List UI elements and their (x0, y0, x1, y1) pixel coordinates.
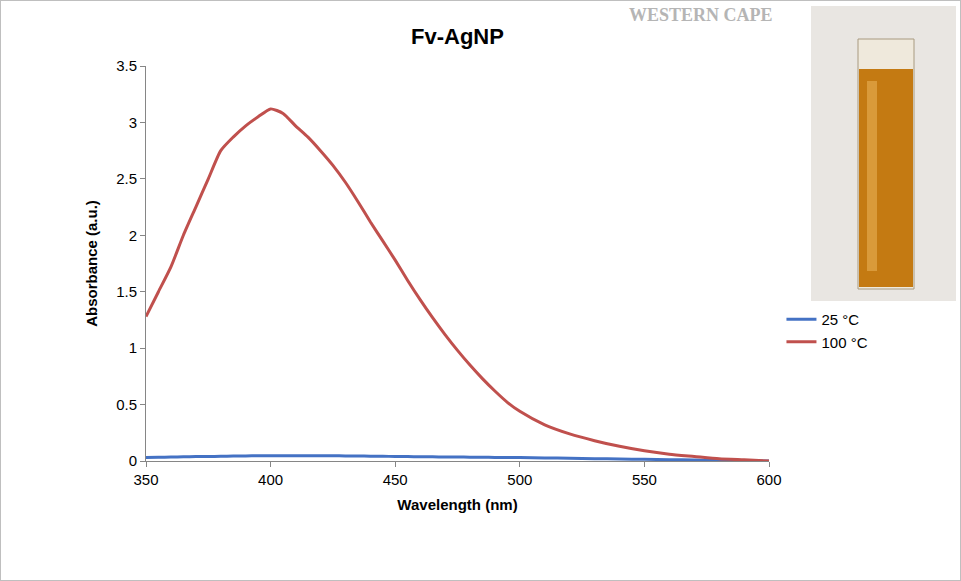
svg-text:0.5: 0.5 (116, 396, 137, 413)
svg-text:550: 550 (632, 471, 657, 488)
svg-text:600: 600 (756, 471, 781, 488)
svg-text:2.5: 2.5 (116, 170, 137, 187)
svg-text:350: 350 (133, 471, 158, 488)
svg-text:1: 1 (129, 339, 137, 356)
svg-text:Absorbance (a.u.): Absorbance (a.u.) (83, 200, 100, 327)
svg-text:450: 450 (383, 471, 408, 488)
svg-text:100 °C: 100 °C (821, 334, 867, 351)
svg-text:Wavelength (nm): Wavelength (nm) (397, 496, 517, 513)
svg-text:2: 2 (129, 227, 137, 244)
svg-text:Fv-AgNP: Fv-AgNP (411, 24, 504, 49)
svg-text:3: 3 (129, 114, 137, 131)
svg-text:500: 500 (507, 471, 532, 488)
svg-text:3.5: 3.5 (116, 57, 137, 74)
svg-text:1.5: 1.5 (116, 283, 137, 300)
svg-text:25 °C: 25 °C (821, 311, 859, 328)
svg-text:WESTERN CAPE: WESTERN CAPE (629, 5, 773, 25)
svg-text:400: 400 (258, 471, 283, 488)
svg-text:0: 0 (129, 452, 137, 469)
